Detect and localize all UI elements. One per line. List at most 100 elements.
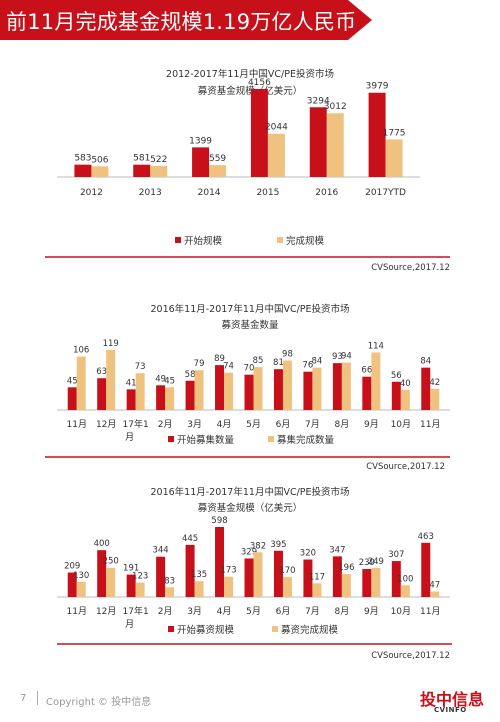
- start-bar: [185, 544, 195, 597]
- start-bar: [303, 559, 313, 597]
- x-tick-label: 2017YTD: [365, 188, 406, 198]
- complete-bar: [224, 372, 234, 410]
- start-bar: [332, 363, 342, 410]
- x-tick-label: 12月: [96, 606, 116, 617]
- complete-bar: [165, 387, 175, 410]
- legend-swatch: [168, 626, 174, 632]
- complete-value-label: 40: [400, 379, 411, 389]
- complete-value-label: 173: [220, 566, 236, 576]
- start-bar: [303, 371, 313, 410]
- start-bar: [362, 569, 372, 597]
- x-tick-label: 2013: [139, 188, 162, 198]
- start-bar: [126, 389, 136, 410]
- legend-label: 募集完成数量: [277, 434, 335, 446]
- complete-bar: [371, 352, 381, 410]
- start-bar: [74, 164, 92, 177]
- complete-value-label: 130: [73, 571, 89, 581]
- start-bar: [156, 556, 166, 597]
- monthly-fund-scale-chart: 2016年11月-2017年11月中国VC/PE投资市场 募资基金规模（亿美元） 2…: [0, 483, 500, 663]
- logo-subtext: CVINFO: [434, 706, 467, 714]
- complete-bar: [400, 389, 410, 410]
- start-bar: [126, 574, 136, 597]
- start-value-label: 63: [96, 367, 107, 377]
- legend-label: 募资完成规模: [281, 624, 339, 636]
- start-value-label: 89: [214, 354, 225, 364]
- complete-bar: [165, 587, 175, 597]
- complete-value-label: 123: [132, 572, 148, 582]
- start-value-label: 463: [418, 532, 434, 542]
- complete-bar: [282, 360, 292, 410]
- complete-bar: [150, 165, 168, 177]
- x-tick-label: 4月: [217, 419, 232, 430]
- start-value-label: 239: [359, 558, 375, 568]
- x-tick-label: 9月: [364, 606, 379, 617]
- complete-value-label: 79: [194, 359, 205, 369]
- complete-value-label: 45: [164, 376, 175, 386]
- annual-fundraising-scale-chart: 2012-2017年11月中国VC/PE投资市场 募资基金规模（亿美元） 583 50…: [0, 62, 500, 277]
- chart-subtitle: 募资基金规模（亿美元）: [198, 85, 303, 97]
- start-value-label: 598: [211, 516, 227, 526]
- start-value-label: 307: [388, 550, 404, 560]
- complete-value-label: 117: [309, 572, 325, 582]
- complete-bar: [312, 367, 322, 410]
- x-tick-label: 10月: [391, 606, 411, 617]
- x-tick-label: 17年1 月: [123, 605, 149, 630]
- complete-bar: [326, 113, 344, 177]
- complete-bar: [224, 576, 234, 597]
- chart-title: 2016年11月-2017年11月中国VC/PE投资市场: [150, 486, 349, 498]
- start-bar: [97, 378, 107, 410]
- legend-swatch: [168, 436, 174, 442]
- start-bar: [67, 387, 77, 410]
- footer-divider: [37, 691, 38, 705]
- legend-label: 开始募资规模: [177, 624, 235, 636]
- complete-bar: [341, 574, 351, 597]
- legend-swatch: [268, 436, 274, 442]
- complete-bar: [312, 583, 322, 597]
- complete-value-label: 47: [429, 580, 440, 590]
- start-bar: [215, 527, 225, 597]
- legend-label: 开始募集数量: [177, 434, 235, 446]
- complete-value-label: 73: [135, 362, 146, 372]
- start-bar: [273, 369, 283, 410]
- legend-label: 完成规模: [286, 235, 325, 247]
- x-tick-label: 9月: [364, 419, 379, 430]
- complete-value-label: 42: [429, 378, 440, 388]
- start-value-label: 81: [273, 358, 284, 368]
- complete-value-label: 196: [338, 563, 354, 573]
- source-note: CVSource,2017.12: [371, 651, 450, 661]
- start-value-label: 329: [241, 547, 257, 557]
- x-tick-label: 6月: [276, 419, 291, 430]
- complete-bar: [267, 133, 285, 177]
- complete-bar: [385, 139, 403, 177]
- start-value-label: 93: [332, 352, 343, 362]
- x-tick-label: 7月: [305, 419, 320, 430]
- complete-value-label: 249: [368, 557, 384, 567]
- x-tick-label: 2015: [256, 188, 279, 198]
- logo-text: 投中信息: [420, 690, 485, 709]
- complete-bar: [371, 567, 381, 597]
- complete-value-label: 98: [282, 350, 293, 360]
- start-bar: [185, 380, 195, 410]
- complete-bar: [76, 581, 86, 597]
- legend-swatch: [277, 237, 283, 243]
- start-bar: [97, 550, 107, 597]
- complete-value-label: 250: [103, 557, 119, 567]
- complete-value-label: 100: [397, 574, 413, 584]
- complete-bar: [430, 591, 440, 597]
- start-value-label: 191: [123, 564, 139, 574]
- complete-bar: [341, 362, 351, 410]
- page-title: 前11月完成基金规模1.19万亿人民币: [6, 10, 357, 34]
- complete-value-label: 2044: [265, 123, 288, 133]
- complete-bar: [135, 373, 145, 410]
- complete-bar: [106, 567, 116, 597]
- start-bar: [156, 385, 166, 410]
- start-bar: [273, 550, 283, 597]
- complete-value-label: 135: [191, 570, 207, 580]
- start-value-label: 4156: [248, 78, 271, 88]
- complete-value-label: 74: [223, 362, 234, 372]
- start-bar: [362, 376, 372, 410]
- complete-bar: [253, 552, 263, 597]
- complete-bar: [194, 581, 204, 597]
